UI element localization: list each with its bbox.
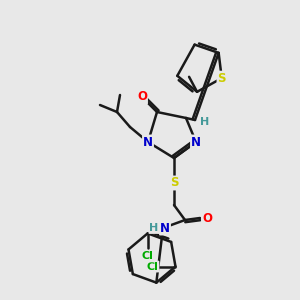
- Text: H: H: [149, 223, 159, 233]
- Text: N: N: [191, 136, 201, 148]
- Text: S: S: [170, 176, 178, 190]
- Text: O: O: [202, 212, 212, 224]
- Text: H: H: [200, 117, 210, 127]
- Text: O: O: [137, 91, 147, 103]
- Text: N: N: [160, 221, 170, 235]
- Text: Cl: Cl: [142, 251, 154, 261]
- Text: Cl: Cl: [147, 262, 158, 272]
- Text: N: N: [143, 136, 153, 148]
- Text: S: S: [218, 72, 226, 85]
